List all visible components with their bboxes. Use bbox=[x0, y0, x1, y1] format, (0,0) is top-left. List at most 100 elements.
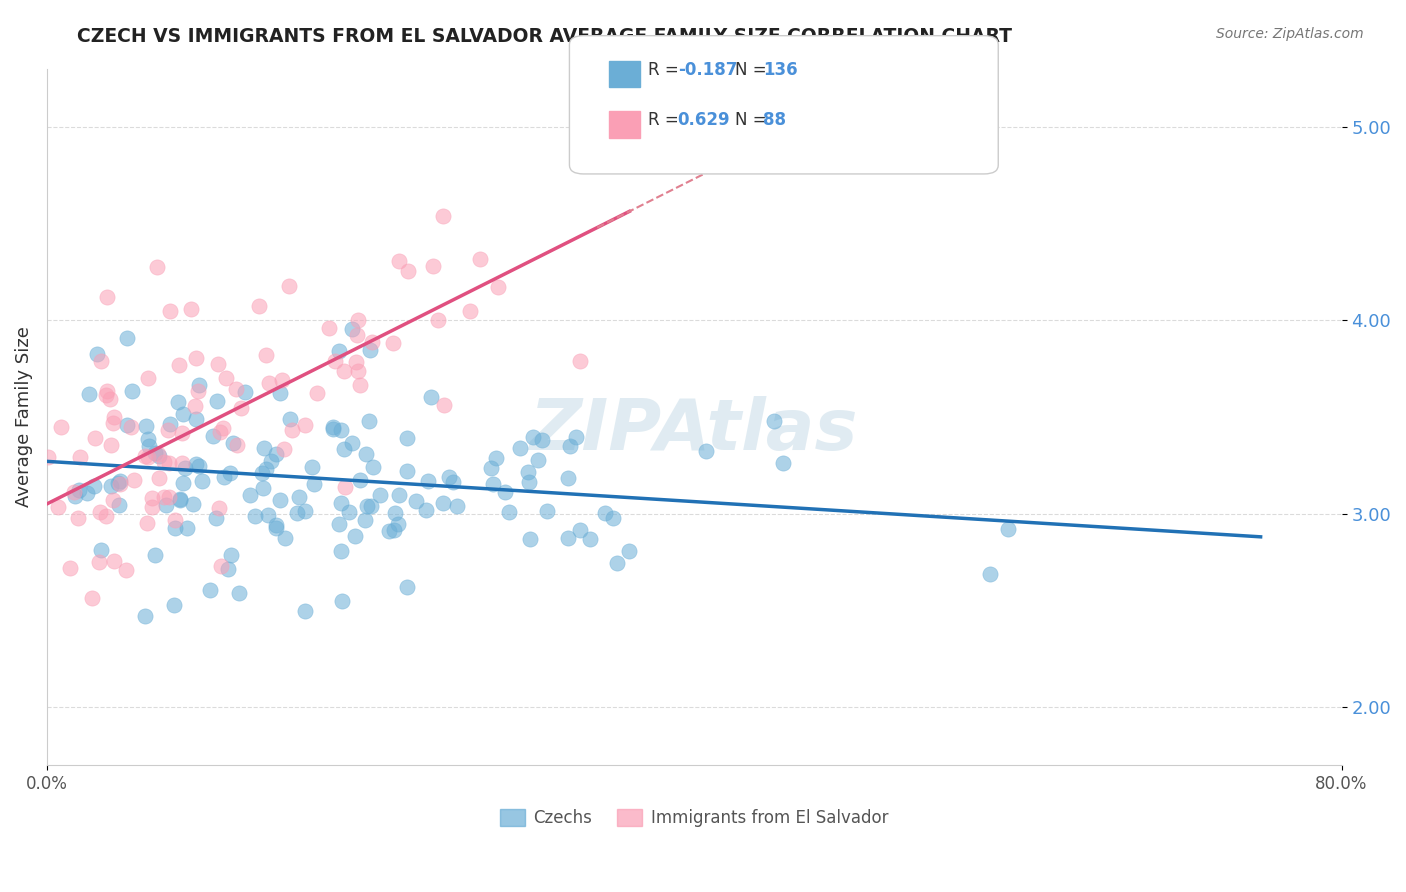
Point bbox=[361, 335, 384, 350]
Point bbox=[115, 563, 138, 577]
Point bbox=[307, 386, 329, 401]
Point bbox=[432, 398, 454, 412]
Point bbox=[269, 492, 291, 507]
Point bbox=[427, 313, 450, 327]
Point bbox=[322, 422, 344, 436]
Point bbox=[360, 499, 382, 513]
Point bbox=[69, 450, 91, 465]
Point bbox=[437, 470, 460, 484]
Point bbox=[517, 475, 540, 490]
Point bbox=[148, 470, 170, 484]
Point bbox=[101, 417, 124, 431]
Point bbox=[63, 489, 86, 503]
Text: -0.187: -0.187 bbox=[678, 61, 737, 78]
Point bbox=[695, 444, 717, 458]
Point bbox=[170, 456, 193, 470]
Point bbox=[155, 499, 177, 513]
Point bbox=[318, 321, 340, 335]
Point bbox=[354, 513, 377, 527]
Point bbox=[479, 460, 502, 475]
Point bbox=[202, 429, 225, 443]
Point bbox=[498, 506, 520, 520]
Point bbox=[568, 523, 591, 537]
Point bbox=[115, 331, 138, 345]
Point bbox=[100, 438, 122, 452]
Point bbox=[277, 279, 299, 293]
Point bbox=[136, 432, 159, 446]
Point bbox=[225, 438, 247, 452]
Point bbox=[432, 496, 454, 510]
Point bbox=[382, 524, 405, 538]
Point bbox=[470, 252, 492, 266]
Point bbox=[219, 466, 242, 480]
Point bbox=[419, 391, 441, 405]
Point bbox=[395, 431, 418, 445]
Point bbox=[103, 554, 125, 568]
Point bbox=[443, 475, 465, 490]
Point bbox=[37, 450, 59, 464]
Point bbox=[269, 386, 291, 401]
Text: ZIPAtlas: ZIPAtlas bbox=[530, 396, 859, 466]
Point bbox=[76, 485, 98, 500]
Point bbox=[67, 483, 90, 497]
Point bbox=[395, 581, 418, 595]
Point bbox=[593, 506, 616, 520]
Point bbox=[89, 505, 111, 519]
Point bbox=[294, 603, 316, 617]
Point bbox=[143, 446, 166, 460]
Text: R =: R = bbox=[648, 112, 685, 129]
Point bbox=[332, 364, 354, 378]
Point bbox=[485, 450, 508, 465]
Point bbox=[527, 453, 550, 467]
Point bbox=[212, 470, 235, 484]
Point bbox=[207, 357, 229, 371]
Point bbox=[173, 461, 195, 475]
Point bbox=[323, 354, 346, 368]
Point bbox=[384, 506, 406, 520]
Point bbox=[172, 426, 194, 441]
Point bbox=[602, 511, 624, 525]
Point bbox=[357, 414, 380, 428]
Point bbox=[96, 290, 118, 304]
Point bbox=[181, 497, 204, 511]
Point bbox=[180, 302, 202, 317]
Point bbox=[215, 371, 238, 385]
Point bbox=[94, 509, 117, 524]
Point bbox=[329, 496, 352, 510]
Point bbox=[138, 439, 160, 453]
Point bbox=[163, 598, 186, 612]
Point bbox=[432, 209, 454, 223]
Text: N =: N = bbox=[735, 112, 772, 129]
Point bbox=[153, 490, 176, 504]
Point bbox=[356, 499, 378, 513]
Point bbox=[344, 355, 367, 369]
Point bbox=[328, 517, 350, 532]
Point bbox=[231, 401, 253, 415]
Point bbox=[225, 382, 247, 396]
Point bbox=[387, 254, 409, 268]
Point bbox=[254, 462, 277, 476]
Point bbox=[354, 446, 377, 460]
Point bbox=[98, 392, 121, 406]
Point bbox=[361, 459, 384, 474]
Point bbox=[186, 457, 208, 471]
Point bbox=[212, 421, 235, 435]
Point bbox=[396, 263, 419, 277]
Point bbox=[509, 441, 531, 455]
Point bbox=[340, 436, 363, 450]
Point bbox=[301, 459, 323, 474]
Point bbox=[157, 490, 180, 504]
Point bbox=[49, 420, 72, 434]
Point bbox=[82, 591, 104, 606]
Point bbox=[256, 348, 278, 362]
Point bbox=[94, 388, 117, 402]
Point bbox=[460, 303, 482, 318]
Text: 0.629: 0.629 bbox=[678, 112, 730, 129]
Point bbox=[349, 378, 371, 392]
Point bbox=[531, 433, 554, 447]
Point bbox=[176, 520, 198, 534]
Point bbox=[90, 354, 112, 368]
Point bbox=[517, 465, 540, 479]
Point bbox=[481, 476, 503, 491]
Point bbox=[90, 543, 112, 558]
